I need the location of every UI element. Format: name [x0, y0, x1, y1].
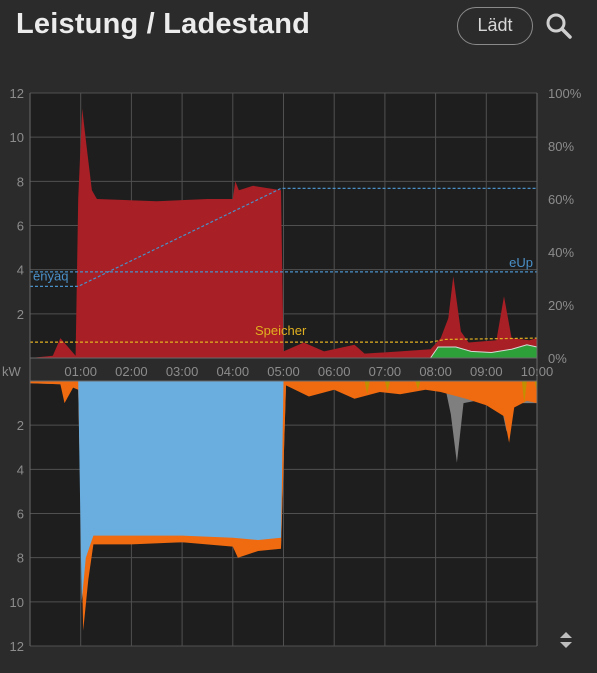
y2-tick-label: 100%	[548, 86, 582, 101]
top-power-area-0	[30, 108, 537, 358]
page-title: Leistung / Ladestand	[16, 8, 311, 40]
search-button[interactable]	[545, 12, 573, 40]
label-speicher: Speicher	[255, 323, 307, 338]
soc-line-speicher	[30, 337, 538, 343]
y2-tick-label: 80%	[548, 139, 574, 154]
bottom-power-area-2	[30, 381, 284, 602]
x-tick-label: 03:00	[166, 364, 199, 379]
status-button[interactable]: Lädt	[457, 7, 533, 45]
scroll-button[interactable]	[556, 630, 576, 650]
y-tick-label: 4	[17, 263, 24, 278]
x-tick-label: 07:00	[369, 364, 402, 379]
search-icon	[546, 13, 572, 39]
x-tick-label: 01:00	[64, 364, 97, 379]
header: Leistung / Ladestand Lädt	[0, 0, 597, 56]
top-power-area-1	[430, 344, 537, 358]
x-tick-label: 10:00	[521, 364, 554, 379]
y-unit-label: kW	[2, 364, 22, 379]
x-tick-label: 05:00	[267, 364, 300, 379]
x-tick-label: 09:00	[470, 364, 503, 379]
label-eup: eUp	[509, 255, 533, 270]
sort-updown-icon	[560, 632, 572, 648]
label-enyaq: enyaq	[33, 268, 68, 283]
y-tick-label: 10	[10, 595, 24, 610]
y-tick-label: 2	[17, 418, 24, 433]
x-tick-label: 06:00	[318, 364, 351, 379]
y2-tick-label: 40%	[548, 245, 574, 260]
y-tick-label: 6	[17, 219, 24, 234]
x-tick-label: 08:00	[419, 364, 452, 379]
y-tick-label: 8	[17, 551, 24, 566]
y-tick-label: 12	[10, 86, 24, 101]
y-tick-label: 2	[17, 307, 24, 322]
y-tick-label: 12	[10, 639, 24, 654]
y-tick-label: 6	[17, 507, 24, 522]
y2-tick-label: 20%	[548, 298, 574, 313]
soc-line-enyaq	[30, 187, 537, 287]
x-tick-label: 04:00	[217, 364, 250, 379]
y2-tick-label: 0%	[548, 351, 567, 366]
y-tick-label: 8	[17, 174, 24, 189]
y-tick-label: 10	[10, 130, 24, 145]
power-soc-chart[interactable]: 12 10 8 6 4 2 kW 100% 80% 60% 40% 20% 0% 01:00 02:00 03…	[0, 56, 597, 673]
y-tick-label: 4	[17, 462, 24, 477]
pv-outline	[430, 344, 538, 359]
x-tick-label: 02:00	[115, 364, 148, 379]
y2-tick-label: 60%	[548, 192, 574, 207]
